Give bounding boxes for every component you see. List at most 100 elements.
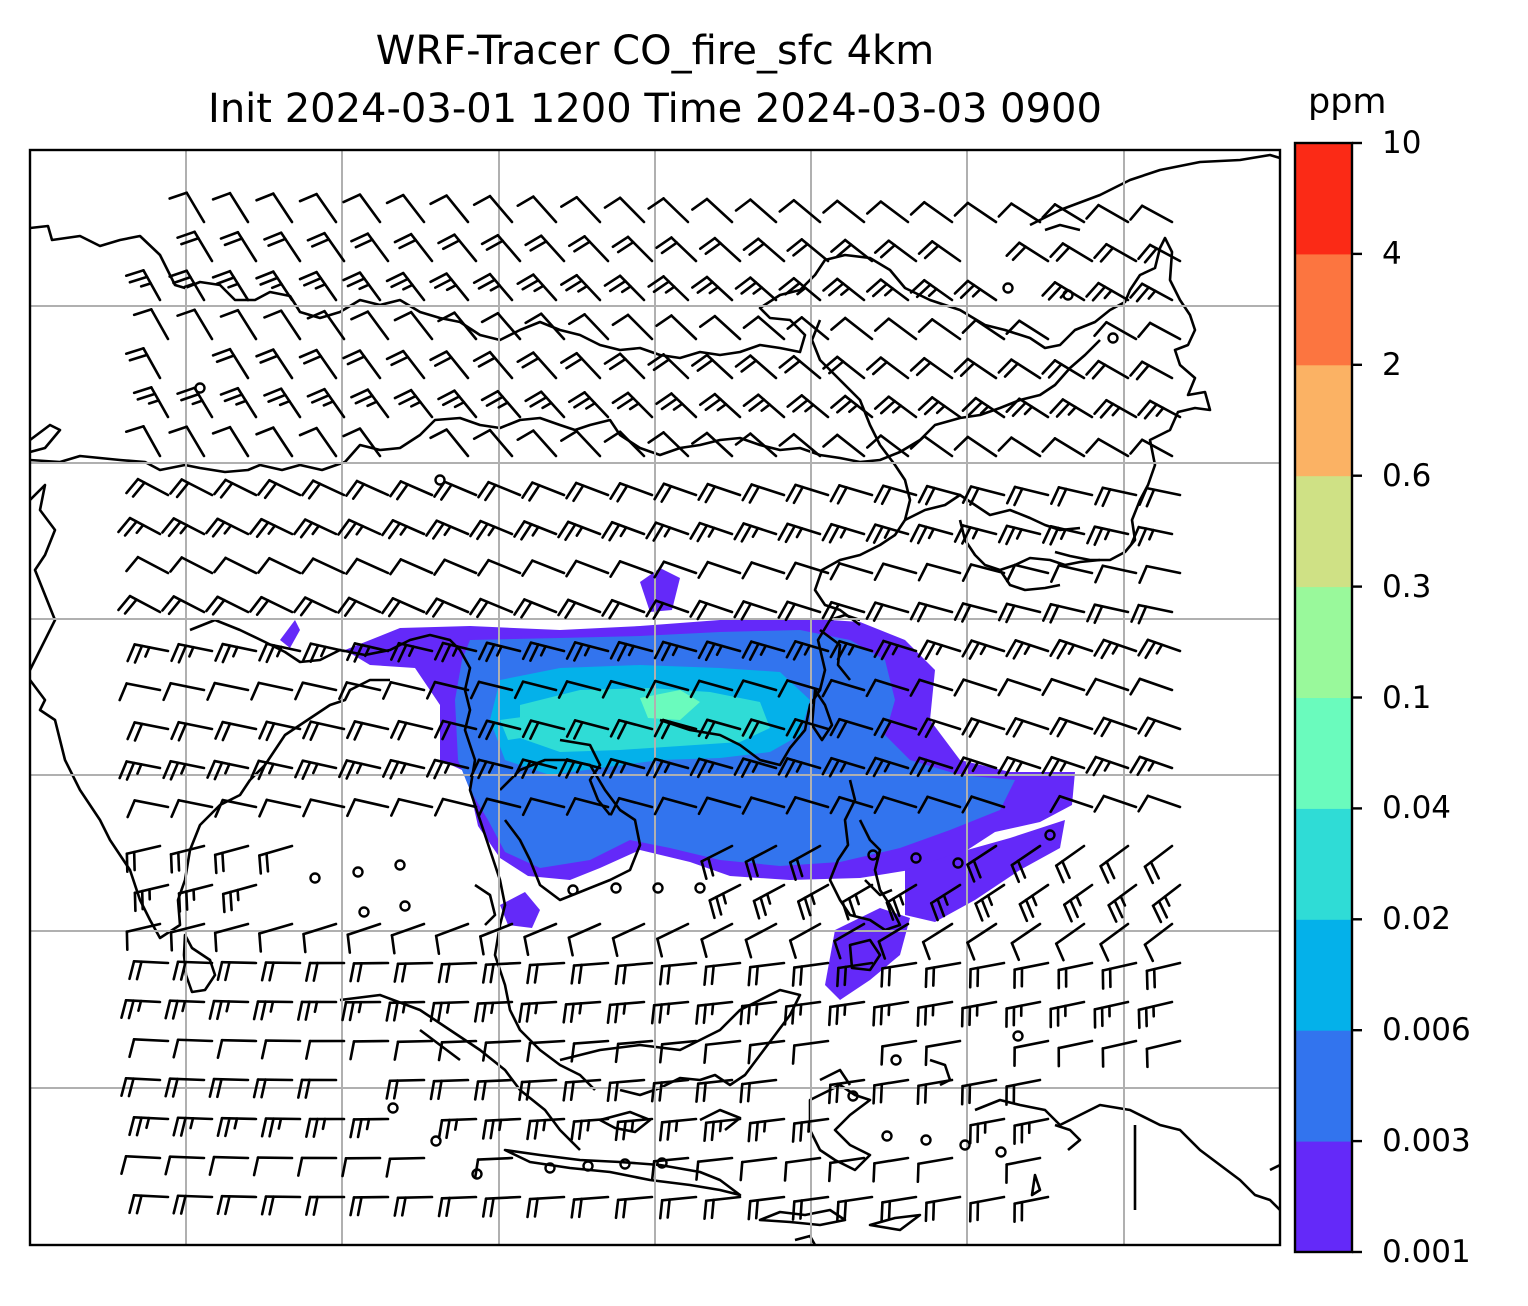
wind-barb-flag [224, 1117, 231, 1138]
wind-barb-flag [267, 524, 277, 535]
wind-barb-flag [407, 645, 415, 658]
wind-barb-flag [441, 721, 452, 741]
wind-barb-shaft [136, 555, 170, 575]
wind-barb-shaft [1140, 360, 1174, 380]
wind-barb-flag [132, 308, 153, 317]
wind-barb-shaft [838, 639, 874, 653]
calm-wind-circle [652, 882, 664, 894]
wind-barb-flag [389, 760, 400, 780]
wind-barb-shaft [1101, 1039, 1138, 1050]
wind-barb-flag [484, 483, 497, 502]
wind-barb-flag [349, 962, 356, 983]
wind-barb-flag [437, 1079, 443, 1100]
wind-barb-flag [472, 428, 492, 441]
wind-barb-flag [1059, 528, 1067, 541]
wind-barb-flag [748, 720, 760, 739]
wind-barb-flag [393, 310, 413, 322]
wind-barb-flag [877, 940, 887, 960]
wind-barb-flag [363, 645, 371, 658]
colorbar-tick-label: 2 [1382, 346, 1402, 383]
wind-barb-flag [434, 278, 453, 289]
wind-barb-shaft [358, 427, 382, 458]
wind-barb-flag [469, 597, 482, 616]
wind-barb-flag [382, 680, 393, 700]
wind-barb-flag [573, 240, 592, 253]
wind-barb-flag [791, 966, 796, 987]
wind-barb-shaft [1140, 204, 1174, 224]
wind-barb-flag [887, 1199, 892, 1221]
wind-barb-shaft [496, 311, 522, 341]
wind-barb-shaft [323, 231, 346, 263]
wind-barb-flag [397, 643, 408, 663]
wind-barb-flag [429, 428, 448, 440]
wind-barb-shaft [441, 719, 478, 731]
wind-barb-flag [1042, 524, 1053, 544]
wind-barb-flag [1099, 246, 1115, 263]
colorbar-tick-label: 0.3 [1382, 568, 1432, 605]
wind-barb-shaft [485, 641, 522, 653]
wind-barb-flag [1094, 486, 1105, 506]
wind-barb-shaft [573, 641, 610, 653]
wind-barb-flag [748, 242, 766, 256]
wind-barb-flag [221, 644, 232, 664]
wind-barb-flag [865, 678, 877, 698]
wind-barb-flag [739, 1082, 744, 1104]
colorbar-bin [1295, 586, 1352, 698]
wind-barb-flag [354, 238, 374, 249]
wind-barb-flag [1111, 643, 1120, 655]
wind-barb-flag [671, 644, 679, 657]
wind-barb-flag [211, 269, 232, 279]
wind-barb-flag [306, 387, 326, 398]
wind-barb-flag [443, 762, 451, 774]
wind-barb-flag [350, 232, 370, 243]
wind-barb-shaft [786, 679, 822, 692]
wind-barb-flag [385, 1079, 392, 1100]
wind-barb-flag [343, 599, 358, 617]
wind-barb-flag [437, 1118, 444, 1140]
wind-barb-flag [666, 1198, 671, 1219]
calm-wind-circle [694, 882, 706, 894]
wind-barb-shaft [966, 844, 998, 866]
wind-barb-flag [854, 893, 861, 906]
wind-barb-flag [658, 1121, 664, 1142]
wind-barb-flag [840, 286, 851, 296]
wind-barb-flag [529, 643, 540, 662]
wind-barb-shaft [565, 758, 602, 770]
wind-barb-flag [236, 888, 240, 902]
wind-barb-shaft [1013, 485, 1050, 497]
wind-barb-flag [481, 1119, 488, 1140]
wind-barb-flag [1057, 487, 1068, 507]
wind-barb-shaft [836, 433, 866, 458]
wind-barb-flag [353, 721, 364, 741]
wind-barb-flag [658, 965, 664, 986]
wind-barb-shaft [220, 960, 258, 965]
wind-barb-shaft [921, 922, 954, 944]
wind-barb-flag [469, 680, 481, 700]
wind-barb-flag [1129, 677, 1142, 696]
wind-barb-flag [578, 1002, 583, 1015]
wind-barb-shaft [962, 756, 998, 770]
wind-barb-flag [777, 600, 789, 619]
wind-barb-flag [445, 283, 458, 292]
wind-barb-flag [569, 1002, 575, 1024]
wind-barb-shaft [917, 601, 954, 614]
wind-barb-flag [402, 283, 414, 291]
wind-barb-shaft [353, 720, 390, 731]
wind-barb-shaft [236, 386, 258, 419]
wind-barb-flag [663, 761, 671, 774]
wind-barb-shaft [132, 1116, 170, 1121]
wind-barb-flag [345, 479, 359, 497]
gridlines [30, 150, 1280, 1245]
wind-barb-flag [924, 1045, 928, 1067]
wind-barb-flag [337, 518, 351, 536]
wind-barb-shaft [966, 357, 998, 380]
wind-barb-flag [565, 719, 577, 738]
wind-barb-flag [577, 284, 589, 293]
wind-barb-flag [260, 961, 268, 982]
wind-barb-flag [385, 1001, 392, 1022]
wind-barb-flag [645, 679, 657, 699]
wind-barb-flag [575, 761, 583, 774]
colorbar-bin [1295, 253, 1352, 366]
wind-barb-flag [437, 962, 444, 984]
wind-barb-flag [866, 200, 883, 215]
